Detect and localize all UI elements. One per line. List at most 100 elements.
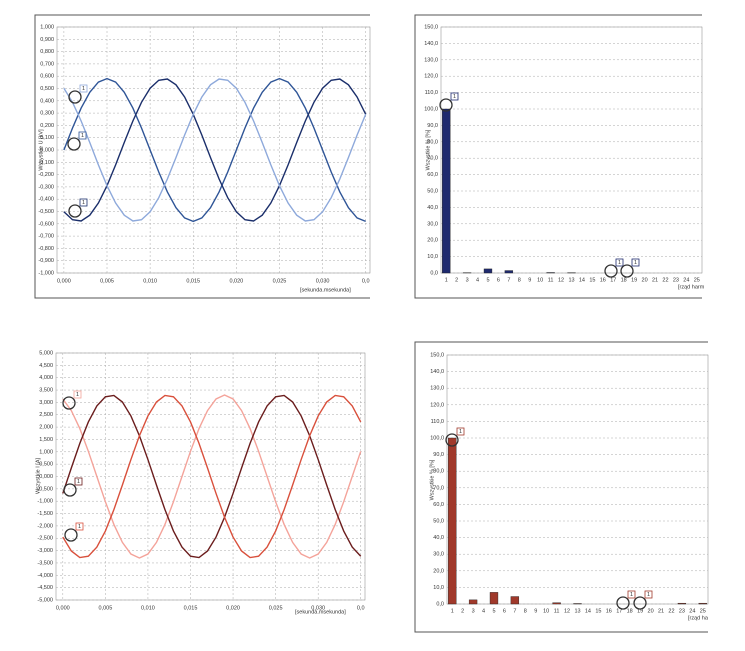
- y-tick-label: 0,700: [40, 61, 54, 67]
- y-tick-label: -2,500: [37, 536, 53, 542]
- x-tick-label: 24: [689, 608, 695, 614]
- x-tick-label: 22: [662, 277, 668, 283]
- cursor-label: 1: [76, 392, 79, 398]
- x-tick-label: 0,025: [269, 605, 283, 611]
- plot-area: [440, 26, 703, 274]
- y-tick-label: 100,0: [424, 106, 438, 112]
- x-tick-label: 13: [568, 277, 574, 283]
- x-tick-label: 23: [673, 277, 679, 283]
- y-tick-label: 30,0: [427, 221, 438, 227]
- y-tick-label: 0,600: [40, 74, 54, 80]
- x-tick-label: 13: [574, 608, 580, 614]
- y-tick-label: -2,000: [37, 523, 53, 529]
- x-tick-label: 18: [627, 608, 633, 614]
- harmonic-bar: [448, 437, 457, 605]
- y-tick-label: 80,0: [427, 139, 438, 145]
- y-axis-label: Wszystkie % [%]: [429, 459, 435, 500]
- x-tick-label: 9: [528, 277, 531, 283]
- x-tick-label: 17: [610, 277, 616, 283]
- x-tick-label: 25: [694, 277, 700, 283]
- x-tick-label: 14: [585, 608, 591, 614]
- waveform-line: [63, 78, 367, 222]
- y-tick-label: 0,000: [40, 147, 54, 153]
- x-axis-label: [rząd harm: [678, 284, 705, 290]
- y-tick-label: 0,0: [430, 270, 438, 276]
- x-tick-label: 23: [679, 608, 685, 614]
- x-tick-label: 0,020: [226, 605, 240, 611]
- y-tick-label: 0,900: [40, 37, 54, 43]
- x-tick-label: 5: [486, 277, 489, 283]
- y-tick-label: -0,800: [38, 246, 54, 252]
- x-tick-label: 20: [648, 608, 654, 614]
- y-tick-label: 40,0: [433, 535, 444, 541]
- y-tick-label: -5,000: [37, 597, 53, 603]
- y-tick-label: 0,000: [39, 474, 53, 480]
- x-tick-label: 0,020: [229, 278, 243, 284]
- cursor-label-box: [627, 590, 636, 599]
- cursor-label: 1: [630, 592, 633, 598]
- y-tick-label: 70,0: [433, 485, 444, 491]
- y-tick-label: 150,0: [424, 24, 438, 30]
- x-tick-label: 20: [642, 277, 648, 283]
- y-tick-label: 4,500: [39, 363, 53, 369]
- y-tick-label: 130,0: [430, 386, 444, 392]
- harmonic-bar: [442, 108, 451, 274]
- x-axis-label: [sekunda.msekunda]: [295, 609, 346, 615]
- cursor-label: 1: [647, 592, 650, 598]
- cursor-label: 1: [634, 260, 637, 266]
- cursor-label: 1: [78, 524, 81, 530]
- harmonic-bar: [489, 592, 499, 605]
- cursor-label-box: [75, 522, 84, 531]
- cursor-label: 1: [618, 260, 621, 266]
- x-tick-label: 3: [472, 608, 475, 614]
- cursor-marker: [445, 433, 459, 447]
- x-tick-label: 6: [497, 277, 500, 283]
- cursor-label-box: [74, 477, 83, 486]
- y-tick-label: 90,0: [427, 123, 438, 129]
- x-tick-label: 12: [558, 277, 564, 283]
- waveform-line: [63, 77, 366, 223]
- x-tick-label: 0,010: [143, 278, 157, 284]
- y-tick-label: 100,0: [430, 435, 444, 441]
- x-tick-label: 0,030: [316, 278, 330, 284]
- y-tick-label: 70,0: [427, 156, 438, 162]
- x-tick-label: 14: [579, 277, 585, 283]
- y-tick-label: -0,300: [38, 184, 54, 190]
- x-tick-label: 0,030: [311, 605, 325, 611]
- x-axis-label: [sekunda.msekunda]: [300, 287, 351, 293]
- y-tick-label: 1,000: [40, 24, 54, 30]
- x-tick-label: 1: [451, 608, 454, 614]
- y-axis-label: Wszystkie U [kV]: [38, 129, 44, 171]
- y-tick-label: 40,0: [427, 205, 438, 211]
- x-tick-label: 6: [503, 608, 506, 614]
- y-tick-label: 20,0: [433, 568, 444, 574]
- y-tick-label: -0,900: [38, 258, 54, 264]
- y-tick-label: -0,500: [37, 486, 53, 492]
- x-tick-label: 7: [513, 608, 516, 614]
- cursor-marker: [620, 264, 634, 278]
- x-tick-label: 1: [445, 277, 448, 283]
- x-tick-label: 10: [543, 608, 549, 614]
- x-tick-label: 0,005: [98, 605, 112, 611]
- x-tick-label: 15: [589, 277, 595, 283]
- cursor-label-box: [615, 258, 624, 267]
- x-tick-label: 11: [548, 277, 554, 283]
- y-tick-label: 2,500: [39, 412, 53, 418]
- y-tick-label: 60,0: [433, 502, 444, 508]
- harmonic-bar: [483, 268, 493, 274]
- y-tick-label: 150,0: [430, 352, 444, 358]
- x-tick-label: 0,000: [56, 605, 70, 611]
- x-tick-label: 24: [683, 277, 689, 283]
- waveform-line: [62, 394, 362, 559]
- cursor-label: 1: [453, 94, 456, 100]
- waveform-line: [62, 394, 362, 559]
- y-tick-label: 2,000: [39, 425, 53, 431]
- y-tick-label: -1,000: [37, 499, 53, 505]
- x-tick-label: 0,025: [273, 278, 287, 284]
- x-tick-label: 0,0: [362, 278, 370, 284]
- cursor-label: 1: [82, 86, 85, 92]
- panel-frame: [414, 341, 708, 633]
- harmonic-bar: [510, 596, 520, 605]
- waveform-line: [63, 78, 367, 222]
- y-tick-label: 1,500: [39, 437, 53, 443]
